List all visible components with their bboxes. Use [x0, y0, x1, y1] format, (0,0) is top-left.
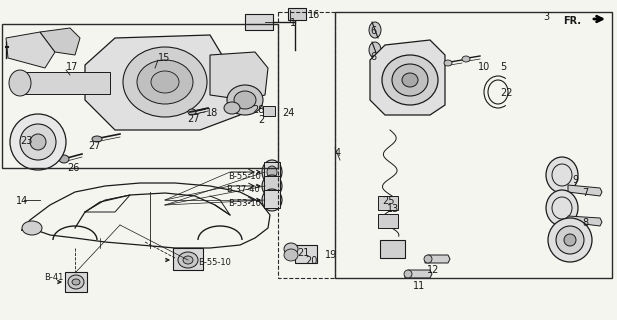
Ellipse shape	[151, 71, 179, 93]
Ellipse shape	[284, 249, 298, 261]
Ellipse shape	[262, 175, 282, 197]
Ellipse shape	[123, 47, 207, 117]
Bar	[378, 196, 398, 210]
Bar	[65, 272, 87, 292]
Ellipse shape	[262, 160, 282, 184]
Ellipse shape	[20, 124, 56, 160]
Text: 25: 25	[382, 196, 394, 206]
Polygon shape	[370, 40, 445, 115]
Polygon shape	[6, 32, 55, 68]
Text: 11: 11	[413, 281, 425, 291]
Polygon shape	[568, 185, 602, 196]
Text: 12: 12	[427, 265, 439, 275]
Ellipse shape	[284, 243, 298, 255]
Ellipse shape	[369, 22, 381, 38]
Bar	[335, 12, 612, 278]
Text: 9: 9	[572, 175, 578, 185]
Text: 17: 17	[66, 62, 78, 72]
Polygon shape	[568, 216, 602, 226]
Polygon shape	[40, 28, 80, 55]
Ellipse shape	[267, 166, 277, 178]
Ellipse shape	[92, 136, 102, 142]
Text: FR.: FR.	[563, 16, 581, 26]
Ellipse shape	[546, 157, 578, 193]
Polygon shape	[85, 35, 240, 130]
Bar	[380, 240, 405, 258]
Text: B-41: B-41	[44, 273, 64, 282]
Ellipse shape	[424, 255, 432, 263]
Text: 20: 20	[305, 256, 317, 266]
Text: 21: 21	[297, 248, 309, 258]
Text: 2: 2	[258, 115, 264, 125]
Ellipse shape	[234, 91, 256, 109]
Text: 28: 28	[252, 105, 264, 115]
Text: 23: 23	[20, 136, 32, 146]
Text: 22: 22	[500, 88, 513, 98]
Ellipse shape	[178, 252, 198, 268]
Ellipse shape	[224, 102, 240, 114]
Ellipse shape	[382, 55, 438, 105]
Text: 14: 14	[16, 196, 28, 206]
Ellipse shape	[546, 190, 578, 226]
Bar	[264, 162, 280, 182]
Bar	[2, 24, 278, 168]
Text: B-55-10: B-55-10	[228, 172, 261, 181]
Ellipse shape	[59, 155, 69, 163]
Ellipse shape	[22, 221, 42, 235]
Bar	[378, 214, 398, 228]
Ellipse shape	[262, 189, 282, 211]
Ellipse shape	[556, 226, 584, 254]
Text: 18: 18	[206, 108, 218, 118]
Text: B 37-40: B 37-40	[227, 185, 260, 194]
Text: 1: 1	[290, 18, 296, 28]
Ellipse shape	[444, 60, 452, 66]
Bar	[288, 8, 306, 20]
Ellipse shape	[137, 60, 193, 104]
Text: B-55-10: B-55-10	[198, 258, 231, 267]
Bar	[263, 106, 275, 116]
Text: 5: 5	[500, 62, 507, 72]
Ellipse shape	[188, 109, 196, 115]
Text: B-53-10: B-53-10	[228, 199, 261, 208]
Text: 13: 13	[387, 204, 399, 214]
Ellipse shape	[68, 275, 84, 289]
Bar	[20, 72, 110, 94]
Ellipse shape	[183, 256, 193, 264]
Text: 3: 3	[543, 12, 549, 22]
Ellipse shape	[72, 279, 80, 285]
Ellipse shape	[564, 234, 576, 246]
Ellipse shape	[548, 218, 592, 262]
Bar	[264, 176, 280, 194]
Text: 6: 6	[370, 26, 376, 36]
Ellipse shape	[10, 114, 66, 170]
Text: 10: 10	[478, 62, 491, 72]
Ellipse shape	[462, 56, 470, 62]
Text: 8: 8	[582, 218, 588, 228]
Ellipse shape	[402, 73, 418, 87]
Bar	[278, 12, 335, 278]
Ellipse shape	[404, 270, 412, 278]
Bar	[264, 190, 280, 208]
Ellipse shape	[9, 70, 31, 96]
Text: 26: 26	[67, 163, 80, 173]
Bar	[245, 14, 273, 30]
Polygon shape	[425, 255, 450, 263]
Text: 19: 19	[325, 250, 337, 260]
Ellipse shape	[30, 134, 46, 150]
Text: 4: 4	[335, 148, 341, 158]
Ellipse shape	[392, 64, 428, 96]
Polygon shape	[210, 52, 268, 100]
Text: 16: 16	[308, 10, 320, 20]
Ellipse shape	[227, 85, 263, 115]
Text: 6: 6	[370, 52, 376, 62]
Text: 7: 7	[582, 188, 588, 198]
Text: 24: 24	[282, 108, 294, 118]
Ellipse shape	[369, 42, 381, 58]
Polygon shape	[405, 270, 432, 278]
Text: 27: 27	[187, 114, 199, 124]
Bar	[173, 248, 203, 270]
Bar	[295, 245, 317, 263]
Text: 27: 27	[88, 141, 101, 151]
Text: 15: 15	[158, 53, 170, 63]
